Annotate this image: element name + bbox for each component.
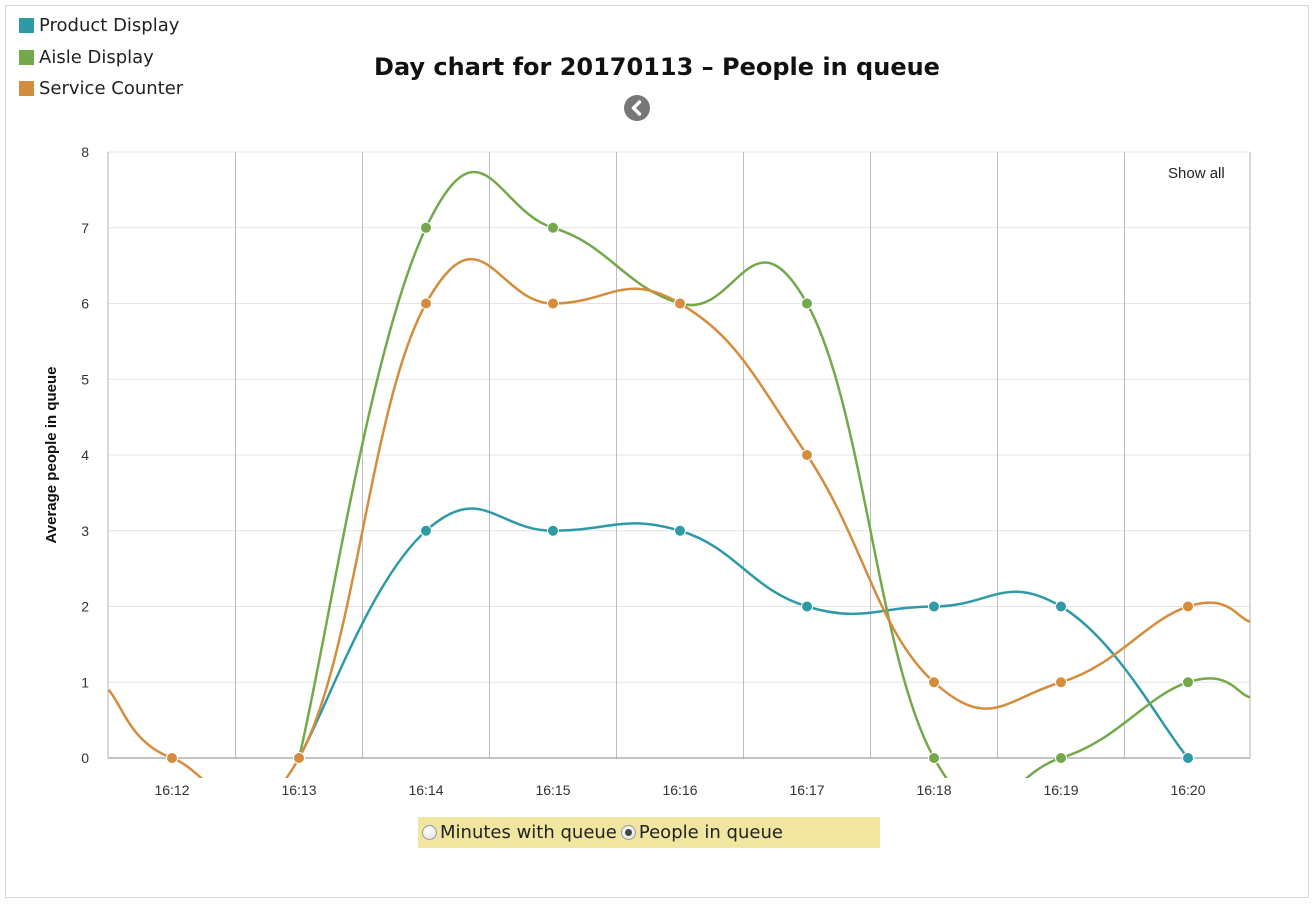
legend-swatch	[19, 18, 34, 34]
legend: Product Display Aisle Display Service Co…	[19, 10, 183, 105]
data-point-product-display	[1182, 752, 1194, 764]
y-tick-label: 7	[81, 220, 89, 236]
x-tick-label: 16:14	[408, 782, 443, 798]
data-point-aisle-display	[1055, 752, 1067, 764]
data-point-product-display	[801, 600, 813, 613]
legend-item-product-display[interactable]: Product Display	[19, 10, 183, 42]
show-all-button[interactable]: Show all	[1168, 165, 1225, 182]
data-point-product-display	[420, 524, 432, 537]
radio-label-people-in-queue[interactable]: People in queue	[638, 822, 783, 843]
data-point-service-counter	[1055, 676, 1067, 689]
y-tick-label: 8	[81, 144, 89, 160]
data-point-service-counter	[674, 297, 686, 310]
radio-label-minutes-with-queue[interactable]: Minutes with queue	[440, 822, 617, 843]
data-point-aisle-display	[547, 221, 559, 234]
data-point-service-counter	[420, 297, 432, 310]
data-point-service-counter	[293, 752, 305, 764]
chevron-left-icon	[631, 100, 642, 116]
data-point-service-counter	[928, 676, 940, 689]
y-tick-label: 2	[81, 599, 89, 615]
chart-title: Day chart for 20170113 – People in queue	[374, 53, 940, 81]
chart-mode-toggle: Minutes with queue People in queue	[418, 817, 880, 848]
y-tick-label: 1	[81, 674, 89, 690]
data-point-aisle-display	[928, 752, 940, 764]
legend-label: Service Counter	[39, 78, 184, 100]
x-tick-label: 16:18	[916, 782, 951, 798]
data-point-aisle-display	[801, 297, 813, 310]
x-tick-label: 16:19	[1043, 782, 1078, 798]
legend-swatch	[19, 49, 34, 65]
x-tick-label: 16:20	[1170, 782, 1205, 798]
y-tick-label: 5	[81, 371, 89, 387]
radio-people-in-queue[interactable]	[620, 825, 636, 840]
data-point-service-counter	[547, 297, 559, 310]
y-tick-label: 6	[81, 296, 89, 312]
data-point-product-display	[1055, 600, 1067, 613]
chart-frame	[5, 5, 1309, 898]
x-tick-label: 16:16	[662, 782, 697, 798]
legend-item-aisle-display[interactable]: Aisle Display	[19, 42, 183, 74]
data-point-service-counter	[166, 752, 178, 764]
data-point-service-counter	[801, 449, 813, 461]
x-tick-label: 16:15	[535, 782, 570, 798]
series-line-aisle-display	[297, 170, 1250, 778]
legend-item-service-counter[interactable]: Service Counter	[19, 73, 183, 105]
data-point-product-display	[928, 600, 940, 613]
data-point-product-display	[547, 524, 559, 537]
legend-label: Aisle Display	[39, 46, 154, 68]
x-tick-label: 16:13	[281, 782, 316, 798]
data-point-aisle-display	[1182, 676, 1194, 689]
legend-label: Product Display	[39, 15, 180, 37]
y-axis-label: Average people in queue	[43, 367, 60, 544]
x-tick-label: 16:12	[154, 782, 189, 798]
back-button[interactable]	[624, 95, 650, 121]
data-point-aisle-display	[420, 221, 432, 234]
y-tick-label: 0	[81, 750, 89, 766]
y-tick-label: 3	[81, 523, 89, 539]
radio-minutes-with-queue[interactable]	[422, 825, 437, 840]
x-tick-label: 16:17	[789, 782, 824, 798]
legend-swatch	[19, 81, 34, 97]
data-point-product-display	[674, 524, 686, 537]
y-tick-label: 4	[81, 447, 89, 463]
data-point-service-counter	[1182, 600, 1194, 613]
